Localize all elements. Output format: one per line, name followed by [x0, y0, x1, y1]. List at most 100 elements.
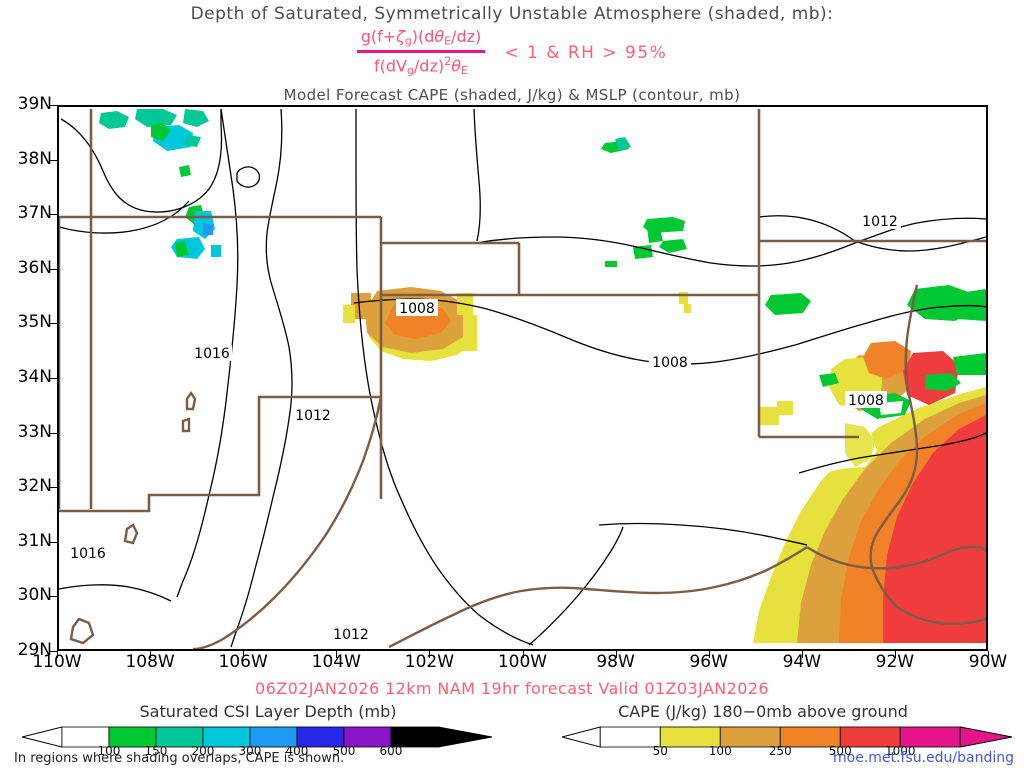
colorbar-extend-high — [437, 726, 493, 748]
lon-label-106w: 106W — [218, 652, 268, 672]
csi-patch-ar5 — [953, 353, 986, 375]
csi-patch-ks3 — [647, 225, 663, 243]
csi-patch-10 — [211, 245, 221, 257]
lake-nm-2 — [181, 417, 191, 433]
contour-1012-mo — [854, 236, 986, 252]
lake-mex-1 — [69, 617, 95, 645]
colorbar-tick-label: 50 — [652, 744, 668, 758]
colorbar-ticks-csi: 100 150 200 300 400 500 600 — [22, 744, 492, 760]
contour-seg-a — [59, 200, 190, 234]
svg-text:1008: 1008 — [399, 301, 435, 317]
lon-tick — [336, 651, 338, 658]
colorbar-tick-label: 400 — [285, 744, 309, 758]
lat-tick — [49, 596, 57, 598]
lat-label-31n: 31N — [17, 530, 52, 551]
contour-label-layer: 1016 1012 1016 1012 1008 — [68, 212, 901, 643]
cape-block-b — [463, 315, 477, 351]
csi-patch-ar4 — [925, 373, 961, 391]
csi-patch-5 — [185, 135, 201, 147]
rio-grande — [192, 396, 383, 649]
colorbar-tick-label: 300 — [238, 744, 262, 758]
colorbar-tick-label: 600 — [379, 744, 403, 758]
lake-nm-3 — [123, 523, 139, 545]
lat-label-32n: 32N — [17, 476, 52, 497]
contour-label: 1008 — [396, 299, 438, 317]
lat-tick — [49, 268, 57, 270]
contour-1016-north — [60, 109, 223, 213]
cape-core-magenta — [951, 527, 986, 643]
csi-formula-condition: < 1 & RH > 95% — [504, 42, 668, 63]
coastline-layer — [69, 284, 986, 649]
contour-1012-west — [230, 108, 293, 648]
colorbar-svg — [21, 726, 493, 748]
cape-block-e — [759, 407, 779, 425]
map-canvas: 1016 1012 1016 1012 1008 — [59, 108, 986, 649]
lat-tick — [49, 214, 57, 216]
lat-label-38n: 38N — [17, 148, 52, 169]
lon-label-110w: 110W — [32, 652, 82, 672]
lon-label-100w: 100W — [497, 652, 548, 672]
forecast-map[interactable]: 1016 1012 1016 1012 1008 — [57, 105, 988, 651]
lon-tick — [615, 651, 617, 658]
lon-tick — [801, 651, 803, 658]
texas-gulf-coast — [388, 546, 808, 649]
contour-label: 1008 — [649, 353, 691, 371]
csi-patch-3 — [183, 109, 209, 127]
colorbar-tick-label: 100 — [708, 744, 732, 758]
lat-label-39n: 39N — [17, 94, 52, 114]
source-site-link[interactable]: moe.met.fsu.edu/banding — [833, 750, 1014, 766]
lat-tick — [49, 323, 57, 325]
contour-closed-small — [236, 166, 261, 188]
contour-label: 1012 — [859, 212, 901, 230]
cape-block-ok-small — [679, 292, 688, 304]
lat-tick — [49, 159, 57, 161]
csi-patch-8 — [203, 223, 213, 235]
csi-formula-fraction: g(f+ζg)(dθE/dz) f(dVg/dz)2θE — [356, 26, 486, 79]
colorbar-cape[interactable] — [560, 726, 1013, 748]
louisiana-delta — [896, 606, 986, 625]
colorbar-title-csi: Saturated CSI Layer Depth (mb) — [139, 702, 397, 721]
svg-text:1008: 1008 — [652, 355, 688, 371]
lat-tick — [49, 378, 57, 379]
svg-text:1008: 1008 — [848, 393, 884, 409]
lat-tick — [49, 105, 57, 106]
lat-label-36n: 36N — [17, 257, 52, 278]
csi-patch-mo1 — [765, 293, 811, 315]
page-title: Depth of Saturated, Symmetrically Unstab… — [190, 4, 834, 24]
colorbar-csi[interactable] — [21, 726, 493, 748]
colorbar-tick-label: 250 — [768, 744, 792, 758]
csi-patch-ks5 — [633, 245, 653, 259]
contour-label: 1008 — [845, 391, 887, 409]
lon-label-94w: 94W — [782, 652, 822, 672]
state-border-layer — [59, 109, 986, 513]
lat-label-30n: 30N — [17, 585, 52, 606]
lat-label-35n: 35N — [17, 312, 52, 333]
csi-patch-ks1b — [615, 137, 631, 151]
lat-tick — [49, 432, 57, 434]
colorbar-tick-label: 150 — [144, 744, 168, 758]
cape-block-ok-small2 — [684, 304, 691, 313]
contour-1008-gulf — [798, 432, 986, 474]
csi-patch-2 — [135, 109, 177, 127]
coast-east — [936, 545, 986, 559]
contour-seg-gulf-b — [598, 522, 808, 546]
lon-tick — [57, 651, 58, 658]
lat-label-34n: 34N — [17, 367, 52, 387]
lon-label-104w: 104W — [311, 652, 361, 672]
lon-tick — [894, 651, 896, 658]
csi-formula-denominator: f(dVg/dz)2θE — [374, 55, 468, 78]
lon-label-96w: 96W — [689, 652, 728, 672]
lon-label-92w: 92W — [875, 652, 915, 672]
cape-notch-white-2 — [801, 437, 851, 473]
svg-text:1012: 1012 — [862, 214, 898, 230]
cape-block-f — [777, 401, 793, 415]
colorbar-tick-label: 1000 — [884, 744, 916, 758]
contour-label: 1012 — [331, 626, 371, 643]
contour-1012-texas — [355, 109, 534, 646]
lat-tick — [49, 487, 57, 489]
contour-1012-ks-west — [473, 108, 481, 242]
lon-tick — [708, 651, 710, 658]
contour-1012-ks — [475, 217, 986, 267]
lat-label-37n: 37N — [17, 203, 52, 224]
lon-tick — [988, 651, 989, 658]
